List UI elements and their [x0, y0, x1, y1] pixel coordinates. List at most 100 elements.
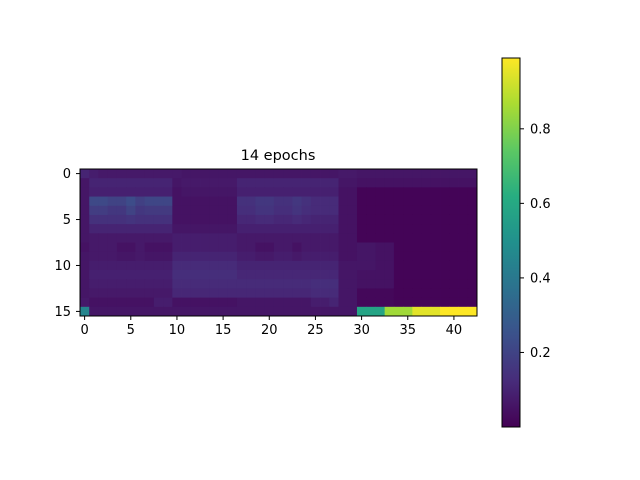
heatmap-cell	[301, 279, 312, 289]
heatmap-cell	[403, 279, 413, 289]
heatmap-cell	[227, 279, 238, 289]
heatmap-cell	[80, 224, 90, 234]
heatmap-cell	[163, 178, 173, 188]
heatmap-cell	[375, 196, 386, 207]
heatmap-cell	[458, 178, 469, 188]
heatmap-cell	[135, 270, 146, 280]
heatmap-cell	[329, 233, 339, 243]
heatmap-cell	[292, 251, 302, 262]
heatmap-cell	[181, 306, 192, 317]
heatmap-cell	[163, 251, 173, 262]
heatmap-cell	[227, 205, 238, 216]
heatmap-cell	[264, 205, 275, 216]
heatmap-cell	[126, 233, 136, 243]
heatmap-cell	[236, 205, 247, 216]
heatmap-cell	[227, 187, 238, 197]
heatmap-cell	[338, 233, 349, 243]
heatmap-cell	[89, 169, 99, 179]
heatmap-cell	[384, 242, 395, 253]
heatmap-cell	[292, 196, 302, 207]
heatmap-cell	[246, 169, 256, 179]
heatmap-cell	[320, 270, 330, 280]
colorbar-tick-label: 0.2	[530, 346, 551, 361]
heatmap-cell	[421, 242, 432, 253]
heatmap-cell	[200, 233, 210, 243]
heatmap-cell	[458, 270, 469, 280]
heatmap-cell	[227, 288, 238, 299]
heatmap-cell	[80, 306, 90, 317]
heatmap-cell	[320, 169, 330, 179]
heatmap-cell	[449, 196, 459, 207]
heatmap-cell	[200, 214, 210, 225]
heatmap-cell	[107, 279, 118, 289]
x-tick-label: 5	[127, 323, 135, 338]
heatmap-cell	[283, 224, 293, 234]
heatmap-cell	[375, 187, 386, 197]
heatmap-cell	[384, 214, 395, 225]
heatmap-cell	[283, 270, 293, 280]
heatmap-cell	[236, 288, 247, 299]
heatmap-cell	[200, 242, 210, 253]
heatmap-cell	[190, 279, 201, 289]
heatmap-cell	[135, 214, 146, 225]
heatmap-cell	[98, 297, 109, 308]
heatmap-cell	[209, 196, 219, 207]
heatmap-cell	[292, 260, 302, 271]
heatmap-cell	[449, 214, 459, 225]
heatmap-cell	[440, 306, 450, 317]
heatmap-cell	[320, 214, 330, 225]
heatmap-cell	[200, 260, 210, 271]
heatmap-cell	[338, 242, 349, 253]
heatmap-cell	[393, 279, 404, 289]
heatmap-cell	[412, 279, 422, 289]
heatmap-cell	[366, 196, 376, 207]
heatmap-cell	[273, 224, 284, 234]
heatmap-cell	[403, 178, 413, 188]
heatmap-cell	[135, 205, 146, 216]
heatmap-cell	[218, 169, 229, 179]
x-tick-label: 25	[307, 323, 324, 338]
heatmap-cell	[375, 205, 386, 216]
heatmap-cell	[301, 169, 312, 179]
heatmap-cell	[440, 214, 450, 225]
x-tick-label: 35	[399, 323, 416, 338]
heatmap-cell	[181, 205, 192, 216]
heatmap-cell	[209, 205, 219, 216]
heatmap-cell	[236, 196, 247, 207]
heatmap-cell	[116, 178, 127, 188]
heatmap-cell	[163, 169, 173, 179]
heatmap-cell	[200, 297, 210, 308]
heatmap-cell	[412, 178, 422, 188]
heatmap-cell	[366, 242, 376, 253]
heatmap-cell	[310, 178, 321, 188]
heatmap-cell	[98, 242, 109, 253]
heatmap-cell	[384, 205, 395, 216]
heatmap-cell	[467, 270, 478, 280]
heatmap-cell	[246, 279, 256, 289]
heatmap-cell	[329, 242, 339, 253]
heatmap-cell	[153, 288, 164, 299]
heatmap-cell	[430, 224, 441, 234]
heatmap-cell	[329, 288, 339, 299]
heatmap-cell	[172, 242, 182, 253]
heatmap-cell	[458, 306, 469, 317]
heatmap-cell	[403, 251, 413, 262]
heatmap-cell	[347, 205, 358, 216]
heatmap-cell	[449, 224, 459, 234]
heatmap-cell	[430, 178, 441, 188]
heatmap-cell	[384, 178, 395, 188]
heatmap-cell	[393, 306, 404, 317]
heatmap-cell	[403, 270, 413, 280]
heatmap-cell	[421, 205, 432, 216]
heatmap-cell	[292, 224, 302, 234]
heatmap-cell	[292, 270, 302, 280]
heatmap-cell	[218, 306, 229, 317]
heatmap-cell	[190, 169, 201, 179]
heatmap-cell	[89, 187, 99, 197]
heatmap-cell	[356, 214, 367, 225]
heatmap-cell	[375, 214, 386, 225]
heatmap-cell	[135, 251, 146, 262]
heatmap-cell	[430, 288, 441, 299]
heatmap-cell	[135, 288, 146, 299]
heatmap-cell	[403, 288, 413, 299]
